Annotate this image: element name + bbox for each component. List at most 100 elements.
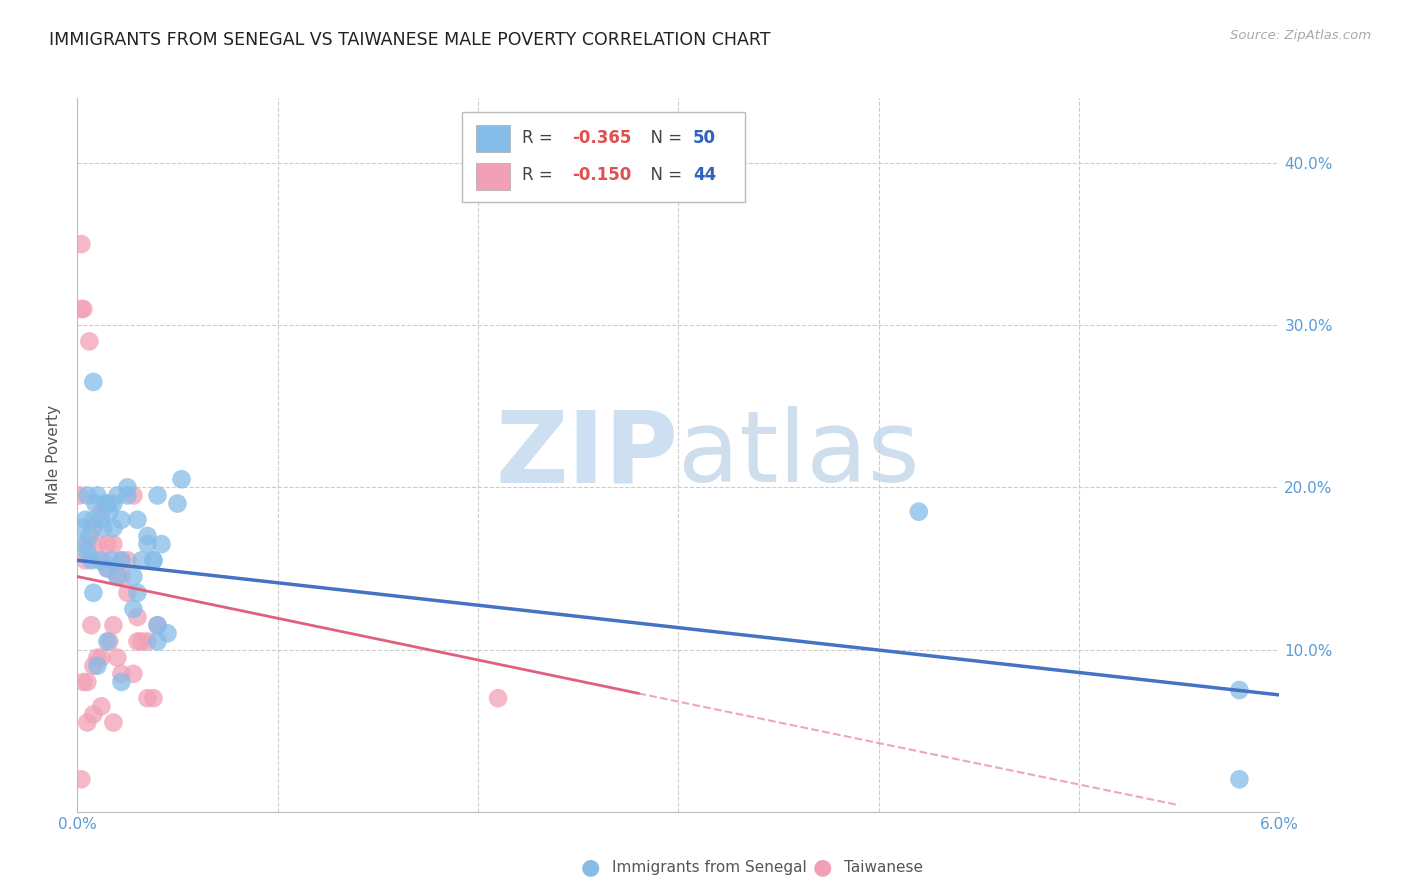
Point [80,618,103,632]
Text: ZIP: ZIP [495,407,679,503]
Point [103,715,125,730]
Point [103,618,125,632]
Point [98,634,121,648]
Point [76,675,98,690]
Point [107,569,129,583]
Y-axis label: Male Poverty: Male Poverty [46,405,62,505]
Text: 50: 50 [693,128,716,147]
Point [142,691,165,706]
Point [142,553,165,567]
Point [67,488,90,502]
Point [89,553,111,567]
Point [72,537,94,551]
Point [136,634,159,648]
Point [80,553,103,567]
Point [75,513,97,527]
Point [127,586,149,600]
Point [146,634,169,648]
Point [110,553,132,567]
Text: ●: ● [813,857,832,877]
Text: N =: N = [640,166,688,185]
Text: Taiwanese: Taiwanese [844,860,922,874]
Point [146,488,169,502]
Point [156,626,179,640]
Point [110,513,132,527]
Point [166,497,188,511]
Point [86,658,108,673]
Point [90,650,112,665]
Text: atlas: atlas [679,407,920,503]
Text: R =: R = [522,128,558,147]
Text: R =: R = [522,166,558,185]
FancyBboxPatch shape [463,112,745,202]
Point [100,553,122,567]
Point [107,569,129,583]
Point [79,334,101,349]
Point [131,553,153,567]
Point [107,488,129,502]
Point [127,513,149,527]
Point [96,634,118,648]
Point [96,561,118,575]
Point [1229,683,1251,698]
Point [98,505,121,519]
Point [93,553,115,567]
Point [110,666,132,681]
Point [122,602,145,616]
Text: -0.365: -0.365 [572,128,631,147]
Point [72,675,94,690]
Point [136,529,159,543]
Point [82,707,104,722]
Bar [477,163,510,190]
Point [75,553,97,567]
Point [170,472,193,486]
Point [70,521,93,535]
Point [96,497,118,511]
Point [90,505,112,519]
Point [110,569,132,583]
Text: 44: 44 [693,166,716,185]
Point [122,569,145,583]
Point [146,618,169,632]
Point [136,537,159,551]
Point [76,715,98,730]
Point [136,691,159,706]
Point [103,497,125,511]
Point [72,301,94,316]
Point [76,488,98,502]
Point [90,513,112,527]
Point [122,666,145,681]
Bar [477,125,510,152]
Point [82,513,104,527]
Point [110,675,132,690]
Point [70,301,93,316]
Point [1229,772,1251,787]
Point [93,521,115,535]
Point [94,497,117,511]
Point [86,488,108,502]
Point [103,521,125,535]
Point [122,488,145,502]
Point [146,618,169,632]
Point [84,497,107,511]
Text: N =: N = [640,128,688,147]
Point [150,537,173,551]
Point [82,586,104,600]
Point [79,529,101,543]
Point [70,772,93,787]
Point [110,553,132,567]
Point [117,553,139,567]
Point [117,488,139,502]
Point [117,480,139,494]
Text: -0.150: -0.150 [572,166,631,185]
Point [86,537,108,551]
Point [103,537,125,551]
Point [117,586,139,600]
Point [90,699,112,714]
Text: Immigrants from Senegal: Immigrants from Senegal [612,860,807,874]
Text: ●: ● [581,857,600,877]
Point [908,505,931,519]
Point [486,691,509,706]
Point [82,658,104,673]
Point [96,561,118,575]
